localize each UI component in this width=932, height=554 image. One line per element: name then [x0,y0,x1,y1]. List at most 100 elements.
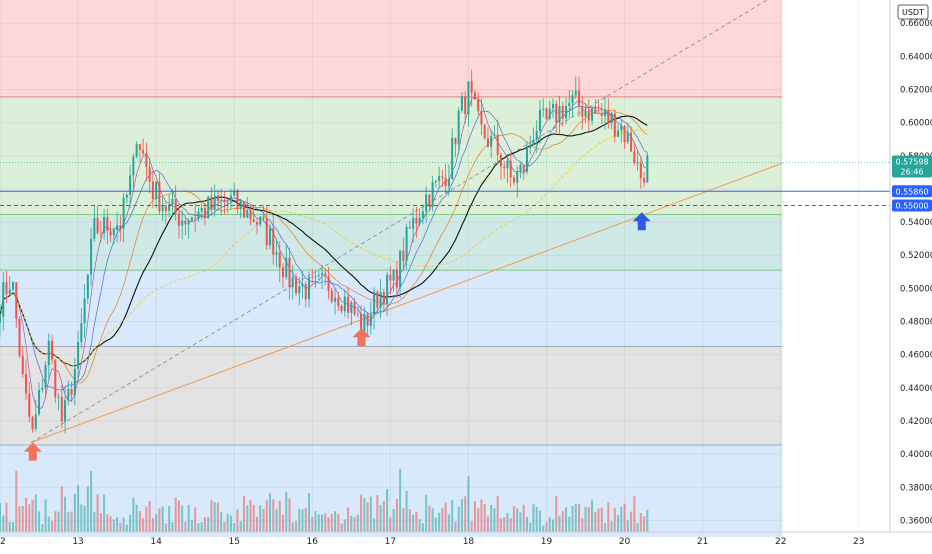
candle [626,123,629,145]
horizontal-lines[interactable] [0,162,890,206]
candle-body [454,137,457,145]
y-tick-label: 0.62000 [900,85,932,95]
volume-bar [129,514,132,532]
volume-bar [607,502,610,532]
volume-bar [630,511,633,532]
candle [499,152,502,180]
volume-bar [304,507,307,532]
candle-body [125,194,128,198]
volume-bar [18,506,21,532]
candle-body [210,196,213,209]
candle [464,91,467,124]
volume-bar [236,509,239,532]
candle [281,263,285,288]
volume-bar [623,503,626,532]
currency-box [897,4,929,20]
candle [630,126,633,153]
candle-body [415,218,418,224]
candle [620,119,623,143]
candle-body [106,216,109,232]
volume-bar [548,517,551,532]
candle [386,271,389,317]
candle [148,158,151,194]
candle [330,287,333,304]
volume-bar [249,500,252,532]
candle [259,216,262,228]
volume-bar [34,494,37,532]
volume-bar [327,517,330,532]
candle [457,107,460,155]
volume-bar [460,499,463,532]
volume-bar [467,476,470,532]
candle [321,264,324,289]
candle-body [226,201,229,203]
candlesticks[interactable] [0,69,649,434]
candle-body [538,110,541,132]
candle-body [399,250,402,288]
candle [38,382,41,417]
candle [369,301,372,335]
candle [415,207,418,238]
volume-bar [54,511,57,532]
candle [538,99,541,144]
candle-body [532,139,535,146]
candle-body [8,289,11,295]
candle-body [129,175,132,195]
candle [646,152,649,183]
volume-bar [643,516,646,532]
candle [314,272,317,288]
candle-body [233,190,236,196]
candle-body [457,110,460,145]
candle [28,382,31,423]
volume-bar [242,495,245,532]
candle-body [164,206,167,211]
candle [356,307,359,318]
candle [337,291,340,312]
volume-bar [181,505,184,532]
candle-body [93,217,96,239]
volume-bar [171,522,174,532]
candle [181,209,184,240]
candle [73,358,76,405]
candle [545,106,548,121]
x-tick-label: 14 [150,537,162,547]
candle [278,240,281,282]
candle [578,76,581,117]
candle-body [60,396,63,422]
candle [67,380,70,406]
candle-body [490,135,493,147]
candle [548,100,551,121]
hline-label-1: 0.55000 [892,199,932,212]
trendlines[interactable] [31,0,783,443]
candle-body [542,108,545,111]
candle [376,290,379,313]
candle-body [161,206,164,212]
candle [129,165,132,209]
candle [561,101,564,127]
candle [34,399,37,432]
candle-body [529,145,532,148]
candle [551,98,555,119]
trendline-0 [31,162,783,443]
candle [574,76,577,99]
candle-body [77,342,80,369]
candle [506,153,509,183]
volume-bar [246,505,249,532]
x-tick-label: 16 [307,537,319,547]
candle [187,218,190,239]
candle-body [483,124,486,139]
volume-bar [626,520,629,532]
volume-bar [12,521,15,532]
candle-body [12,282,15,290]
candle-body [295,276,298,294]
y-tick-label: 0.36000 [900,516,932,526]
candle-body [350,302,353,313]
y-tick-label: 0.48000 [900,318,932,328]
candle-body [360,313,363,333]
volume-bar [311,517,314,532]
candle [610,111,613,130]
candle-body [311,277,314,279]
volume-bar [207,516,210,532]
